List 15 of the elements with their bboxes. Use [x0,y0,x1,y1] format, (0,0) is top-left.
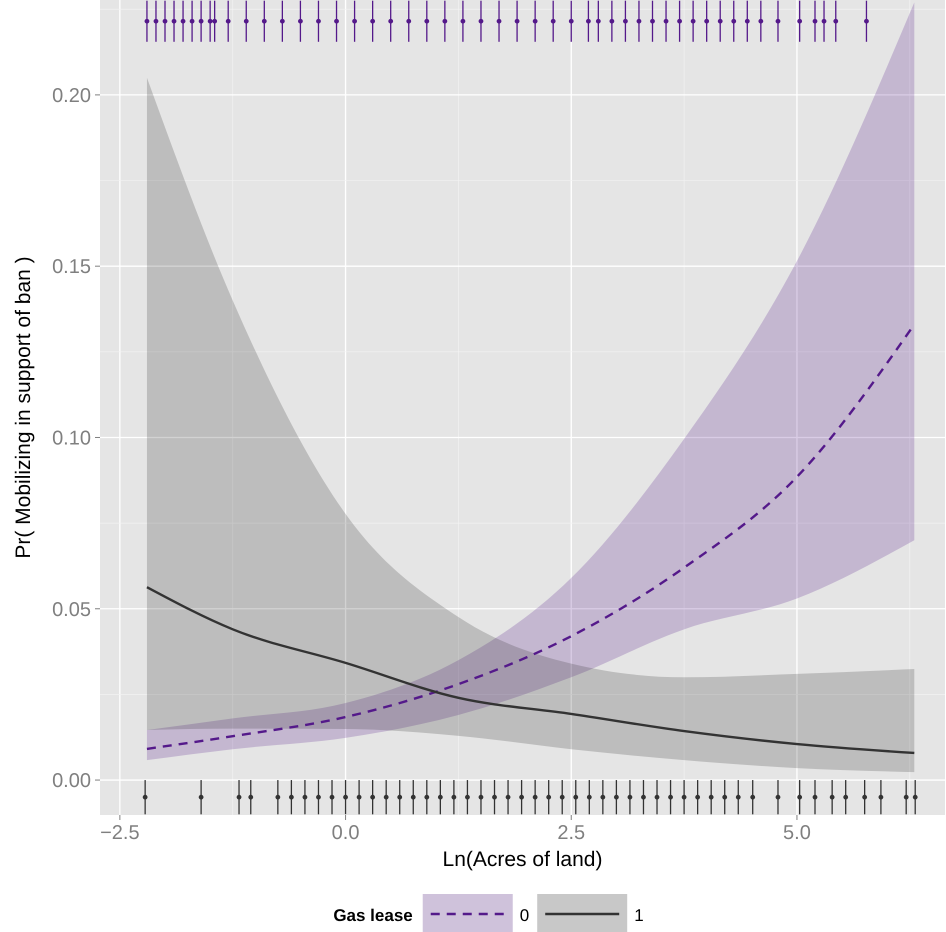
y-tick-label: 0.10 [52,427,91,450]
x-tick-label: −2.5 [100,822,140,844]
legend-label: 0 [520,906,530,925]
y-tick-label: 0.15 [52,256,91,278]
x-axis-title: Ln(Acres of land) [442,848,602,871]
line-series [146,586,916,754]
x-tick-label: 2.5 [557,822,586,844]
legend-title: Gas lease [333,906,413,925]
y-tick-label: 0.05 [52,598,91,621]
y-axis-title: Pr( Mobilizing in support of ban ) [12,256,35,559]
x-tick-label: 5.0 [783,822,811,844]
legend-label: 1 [634,906,644,925]
y-tick-label: 0.20 [52,84,91,107]
y-tick-label: 0.00 [52,770,91,792]
x-tick-label: 0.0 [332,822,360,844]
